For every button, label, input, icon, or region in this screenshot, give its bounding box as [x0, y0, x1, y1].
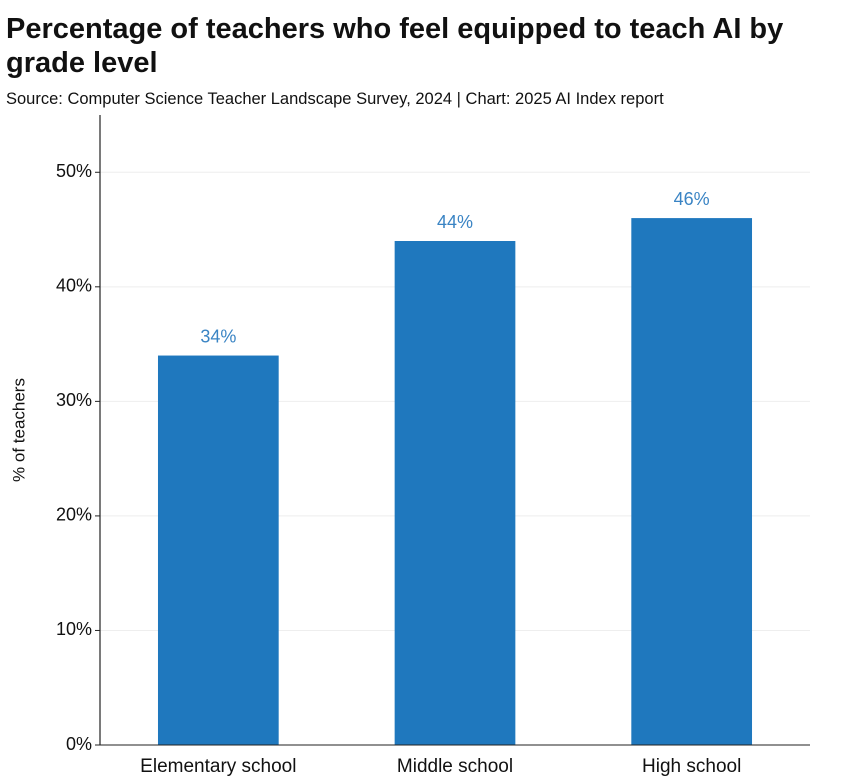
bar — [631, 218, 753, 745]
chart-title: Percentage of teachers who feel equipped… — [6, 13, 784, 79]
bar — [157, 355, 279, 745]
value-label: 34% — [200, 326, 236, 346]
y-tick-label: 30% — [56, 390, 92, 410]
y-tick-label: 40% — [56, 276, 92, 296]
y-tick-label: 0% — [66, 734, 92, 754]
bar — [394, 241, 516, 745]
chart-subtitle: Source: Computer Science Teacher Landsca… — [6, 90, 664, 108]
x-tick-label: Elementary school — [140, 756, 296, 777]
y-tick-label: 20% — [56, 505, 92, 525]
value-label: 46% — [674, 189, 710, 209]
x-tick-label: Middle school — [397, 756, 513, 777]
x-tick-label: High school — [642, 756, 741, 777]
y-tick-label: 10% — [56, 619, 92, 639]
value-label: 44% — [437, 212, 473, 232]
y-tick-label: 50% — [56, 161, 92, 181]
y-axis-label: % of teachers — [9, 378, 28, 482]
